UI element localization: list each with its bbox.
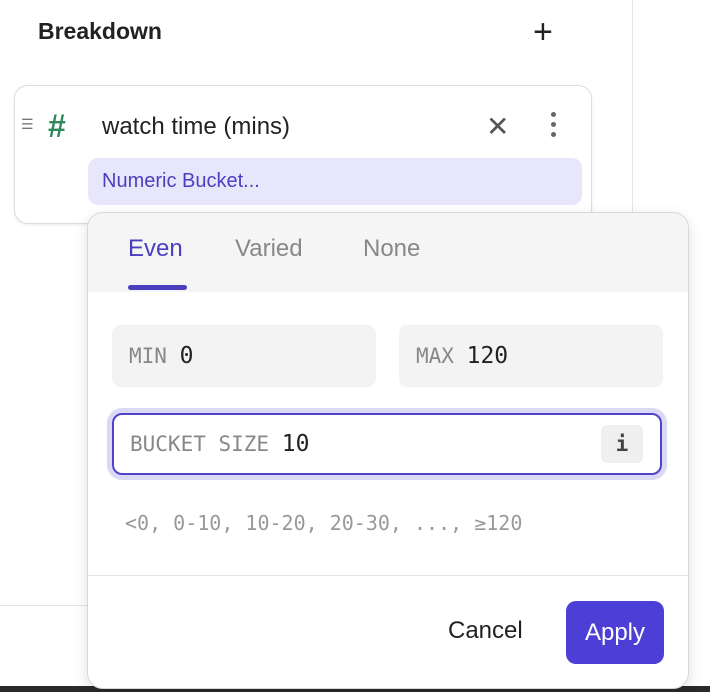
cancel-button[interactable]: Cancel [448, 617, 523, 644]
divider [0, 605, 88, 606]
info-icon[interactable]: i [601, 425, 643, 463]
min-label: MIN [129, 344, 167, 368]
max-value: 120 [466, 343, 509, 369]
tab-none[interactable]: None [363, 235, 421, 262]
hash-icon: # [48, 108, 66, 144]
bucket-size-value: 10 [281, 431, 310, 457]
tab-varied[interactable]: Varied [235, 235, 303, 262]
active-tab-indicator [128, 285, 187, 290]
bucket-size-input[interactable]: BUCKET SIZE 10 i [112, 413, 662, 475]
bucket-preview: <0, 0-10, 10-20, 20-30, ..., ≥120 [125, 511, 523, 535]
apply-button[interactable]: Apply [566, 601, 664, 664]
more-vertical-icon[interactable] [545, 112, 561, 142]
popover-tabs: Even Varied None [88, 213, 688, 292]
bucket-popover: Even Varied None MIN 0 MAX 120 BUCKET SI… [87, 212, 689, 689]
tab-even[interactable]: Even [128, 235, 183, 262]
bucket-size-label: BUCKET SIZE [130, 432, 270, 456]
section-title: Breakdown [38, 18, 162, 44]
max-label: MAX [416, 344, 454, 368]
drag-handle-icon[interactable]: ☰ [21, 116, 34, 132]
max-input[interactable]: MAX 120 [399, 325, 663, 387]
add-breakdown-button[interactable]: + [533, 13, 553, 51]
field-title: watch time (mins) [102, 113, 291, 140]
close-icon[interactable]: ✕ [486, 111, 510, 142]
min-input[interactable]: MIN 0 [112, 325, 376, 387]
min-value: 0 [179, 343, 194, 369]
numeric-bucket-chip[interactable]: Numeric Bucket... [88, 158, 582, 205]
footer-divider [88, 575, 688, 576]
bottom-bar [0, 686, 710, 692]
